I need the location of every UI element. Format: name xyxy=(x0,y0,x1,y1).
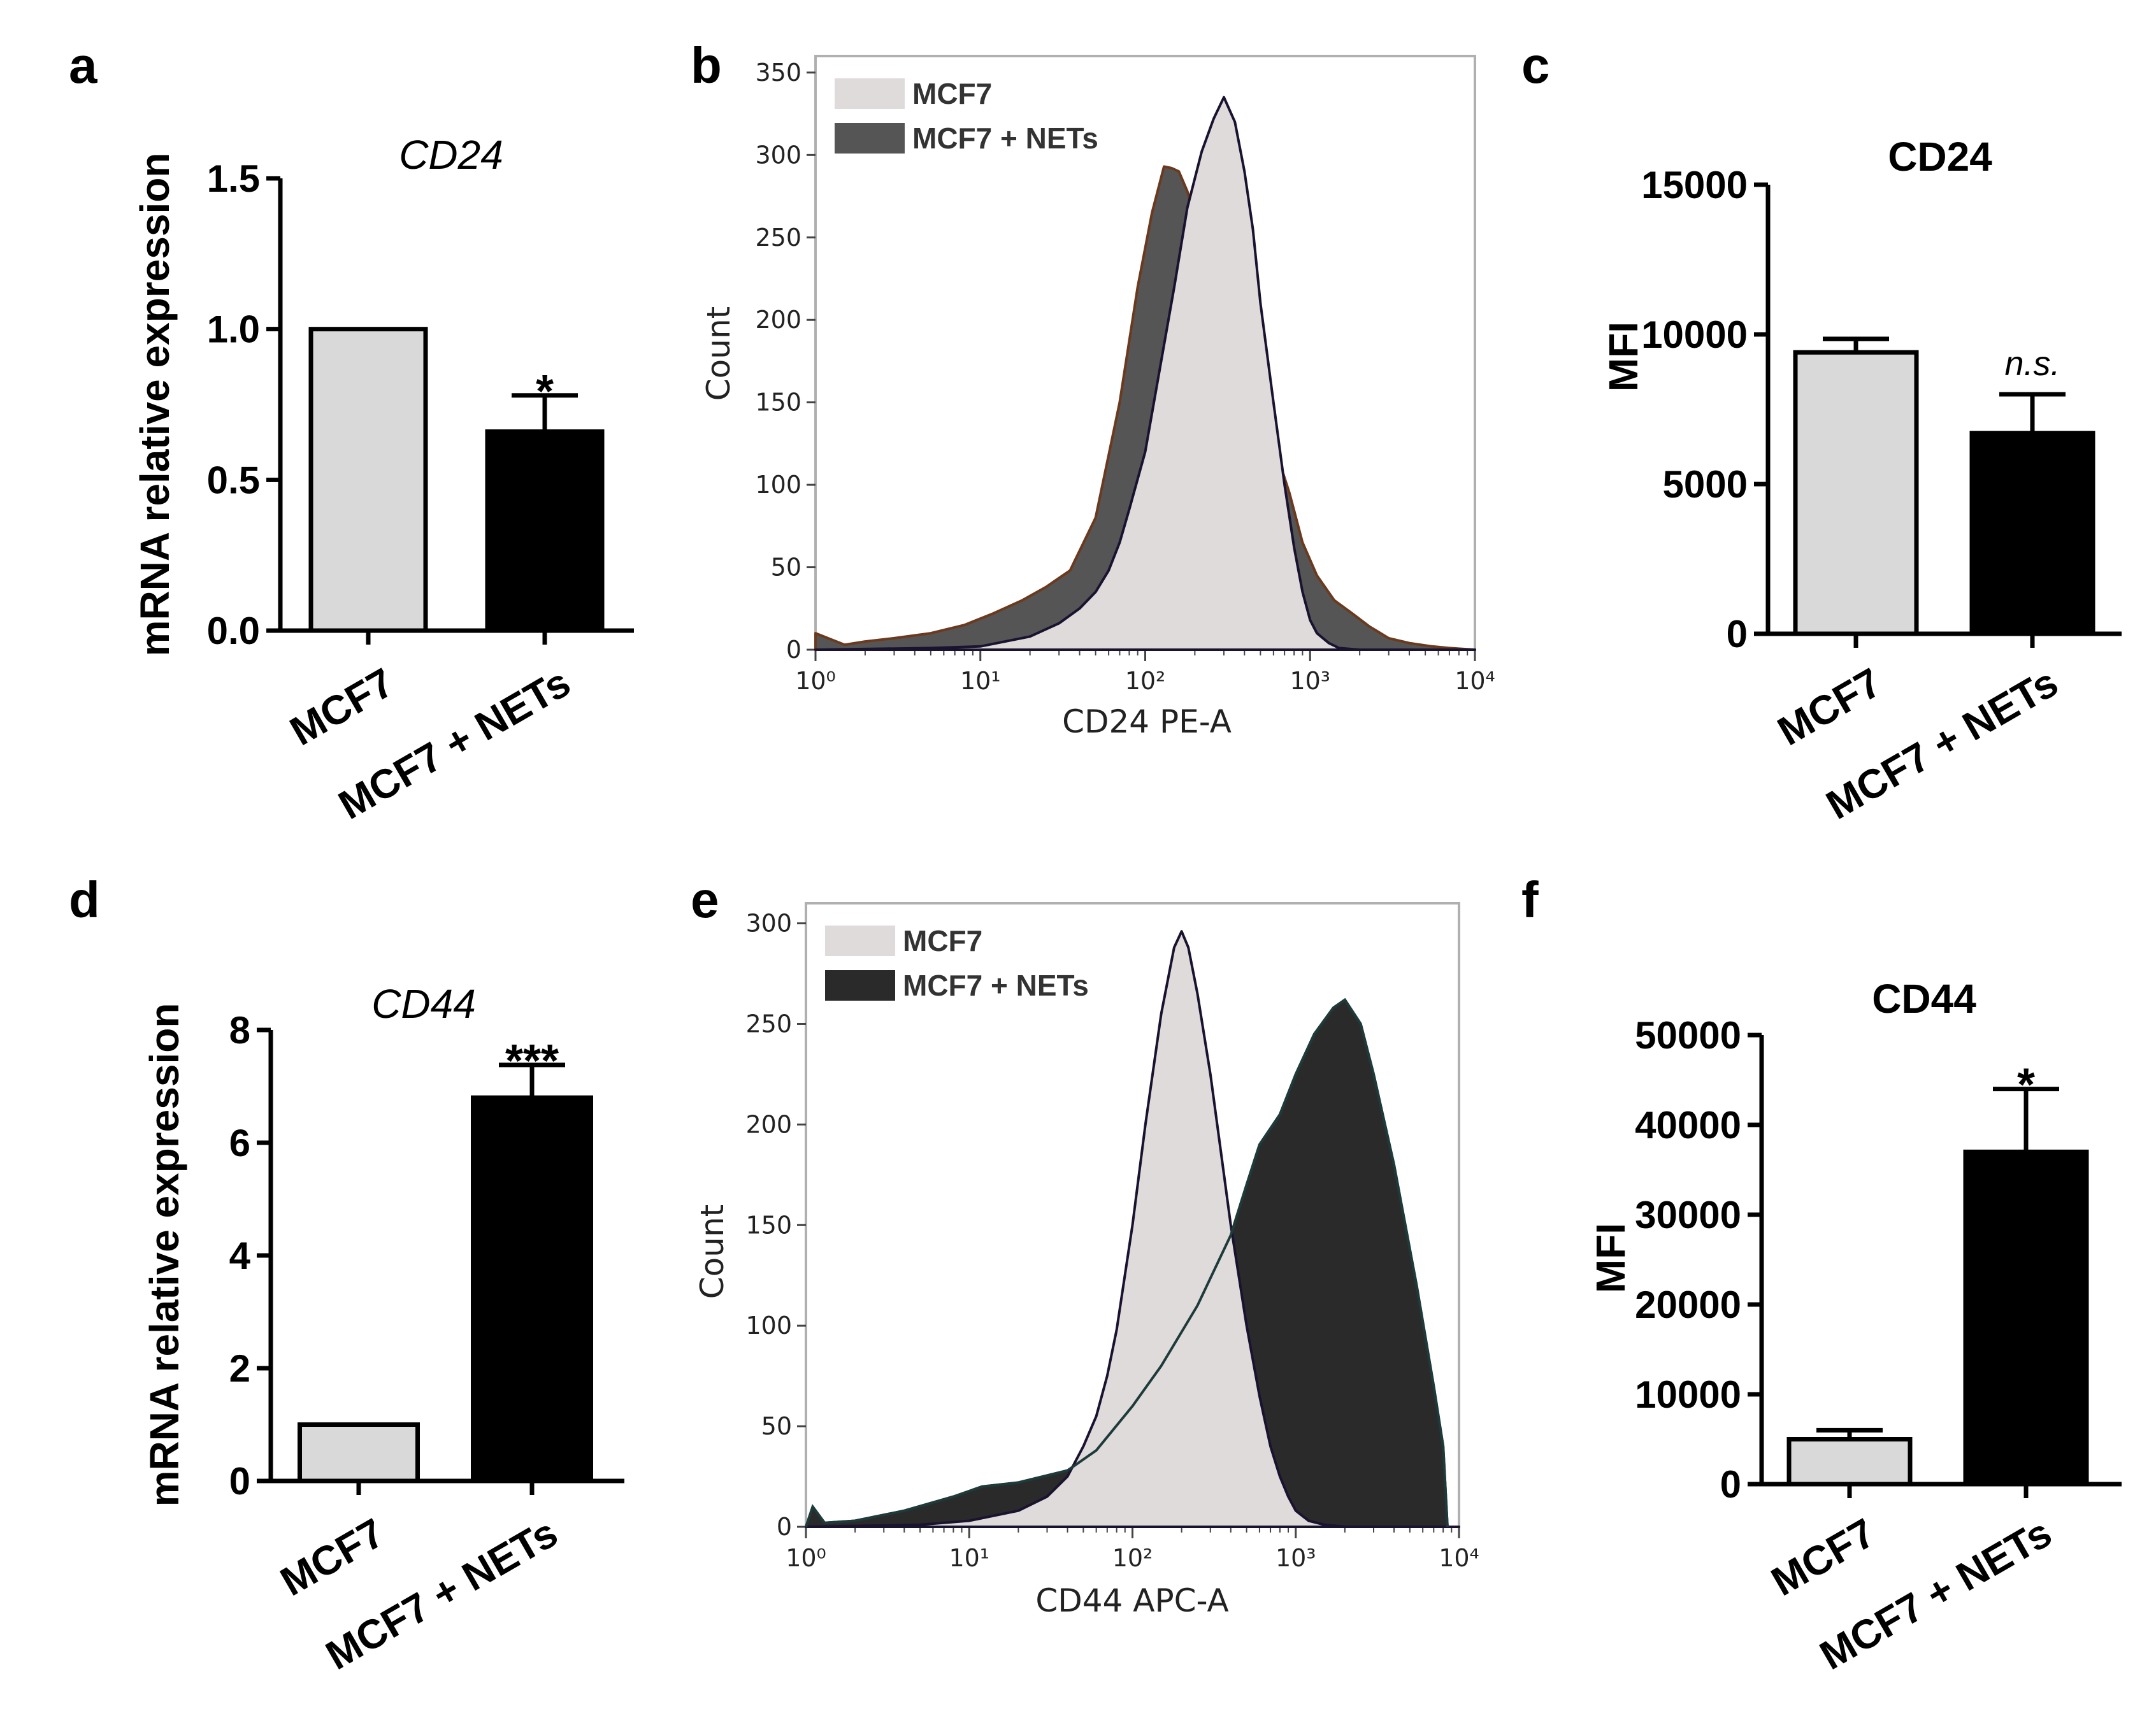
y-tick-label: 8 xyxy=(229,1009,250,1052)
x-tick-label: 10² xyxy=(1125,667,1166,695)
significance-label: * xyxy=(536,366,554,417)
chart-title: CD24 xyxy=(1888,134,1992,180)
legend-swatch xyxy=(835,78,905,109)
chart-b: 0 50 100 150 200 250 300 350 10⁰ 10¹ 10² 10³ 10⁴ MCF7… xyxy=(700,55,1495,740)
panel-label-d: d xyxy=(69,871,100,928)
legend-label: MCF7 + NETs xyxy=(903,969,1089,1002)
legend-swatch xyxy=(825,926,895,956)
y-tick-label: 15000 xyxy=(1641,164,1748,206)
significance-label: n.s. xyxy=(2004,345,2060,383)
bar-mcf7-nets xyxy=(471,1095,593,1484)
y-tick-label: 2 xyxy=(229,1347,250,1390)
legend-swatch xyxy=(825,970,895,1001)
y-tick-label: 40000 xyxy=(1635,1104,1741,1147)
y-tick-label: 150 xyxy=(745,1211,792,1239)
y-tick-label: 250 xyxy=(745,1010,792,1038)
bar-mcf7 xyxy=(1786,1437,1913,1487)
x-tick-label: 10³ xyxy=(1276,1544,1316,1572)
y-axis-label: MFI xyxy=(1588,1223,1634,1293)
y-tick-label: 1.5 xyxy=(207,157,260,200)
histogram-mcf7 xyxy=(805,930,1460,1528)
y-tick-label: 5000 xyxy=(1663,463,1748,506)
y-tick-label: 300 xyxy=(755,141,801,169)
x-tick-label: 10⁰ xyxy=(786,1544,826,1572)
bar-mcf7-nets xyxy=(1969,431,2095,636)
x-tick-label: 10⁴ xyxy=(1455,667,1495,695)
bar-mcf7 xyxy=(308,327,428,633)
y-tick-label: 10000 xyxy=(1635,1373,1741,1416)
y-tick-label: 20000 xyxy=(1635,1283,1741,1326)
y-tick-label: 1.0 xyxy=(207,308,260,351)
y-tick-label: 100 xyxy=(745,1312,792,1340)
y-tick-label: 0 xyxy=(786,636,801,664)
y-axis-label: mRNA relative expression xyxy=(141,1003,187,1507)
y-tick-label: 0.5 xyxy=(207,459,260,501)
chart-e: 0 50 100 150 200 250 300 10⁰ 10¹ 10² 10³ 10⁴ MCF7 MCF… xyxy=(694,902,1479,1619)
category-label: MCF7 xyxy=(273,1510,392,1605)
panel-label-e: e xyxy=(691,871,719,928)
legend-label: MCF7 + NETs xyxy=(912,122,1098,155)
y-tick-label: 0 xyxy=(229,1460,250,1503)
panel-label-c: c xyxy=(1521,37,1550,94)
bar-mcf7-nets xyxy=(1963,1149,2089,1487)
significance-label: *** xyxy=(505,1036,559,1087)
y-tick-label: 50 xyxy=(771,554,801,582)
x-tick-label: 10³ xyxy=(1290,667,1330,695)
category-label: MCF7 xyxy=(1764,1510,1883,1605)
chart-title: CD44 xyxy=(371,981,476,1027)
y-tick-label: 0 xyxy=(777,1513,792,1541)
y-axis-label: Count xyxy=(700,306,737,401)
y-tick-label: 30000 xyxy=(1635,1194,1741,1236)
y-tick-label: 0 xyxy=(1727,613,1748,655)
significance-label: * xyxy=(2017,1060,2035,1111)
panel-label-b: b xyxy=(691,37,722,94)
y-tick-label: 200 xyxy=(755,306,801,334)
y-tick-label: 350 xyxy=(755,59,801,87)
legend-label: MCF7 xyxy=(912,77,992,110)
x-tick-label: 10¹ xyxy=(949,1544,989,1572)
y-tick-label: 4 xyxy=(229,1234,251,1277)
y-tick-label: 10000 xyxy=(1641,313,1748,356)
bar-mcf7 xyxy=(1793,350,1919,636)
y-tick-label: 6 xyxy=(229,1122,250,1164)
category-label: MCF7 xyxy=(1770,659,1889,754)
histogram-mcf7 xyxy=(814,96,1476,651)
y-tick-label: 50 xyxy=(761,1412,792,1440)
y-tick-label: 100 xyxy=(755,471,801,499)
legend-label: MCF7 xyxy=(903,924,982,957)
y-tick-label: 150 xyxy=(755,389,801,417)
category-label: MCF7 xyxy=(282,659,401,754)
chart-title: CD44 xyxy=(1872,976,1976,1022)
y-tick-label: 250 xyxy=(755,224,801,252)
x-tick-label: 10² xyxy=(1112,1544,1153,1572)
panel-label-f: f xyxy=(1521,871,1539,928)
y-tick-label: 50000 xyxy=(1635,1014,1741,1057)
y-axis-label: Count xyxy=(694,1205,731,1299)
x-axis-label: CD44 APC-A xyxy=(1035,1582,1228,1619)
y-tick-label: 300 xyxy=(745,910,792,938)
x-tick-label: 10⁰ xyxy=(795,667,836,695)
y-tick-label: 0 xyxy=(1720,1463,1741,1506)
y-tick-label: 0.0 xyxy=(207,610,260,652)
bar-mcf7 xyxy=(298,1422,420,1484)
y-axis-label: mRNA relative expression xyxy=(132,153,178,657)
bar-mcf7-nets xyxy=(485,429,605,633)
x-tick-label: 10¹ xyxy=(960,667,1001,695)
x-tick-label: 10⁴ xyxy=(1439,1544,1479,1572)
histogram-mcf7-nets xyxy=(814,165,1476,651)
y-tick-label: 200 xyxy=(745,1110,792,1138)
panel-label-a: a xyxy=(69,37,97,94)
y-axis-label: MFI xyxy=(1600,322,1646,392)
histogram-mcf7-nets-outline xyxy=(805,997,1449,1527)
x-axis-label: CD24 PE-A xyxy=(1062,703,1232,740)
legend-swatch xyxy=(835,123,905,154)
chart-title: CD24 xyxy=(399,132,503,178)
